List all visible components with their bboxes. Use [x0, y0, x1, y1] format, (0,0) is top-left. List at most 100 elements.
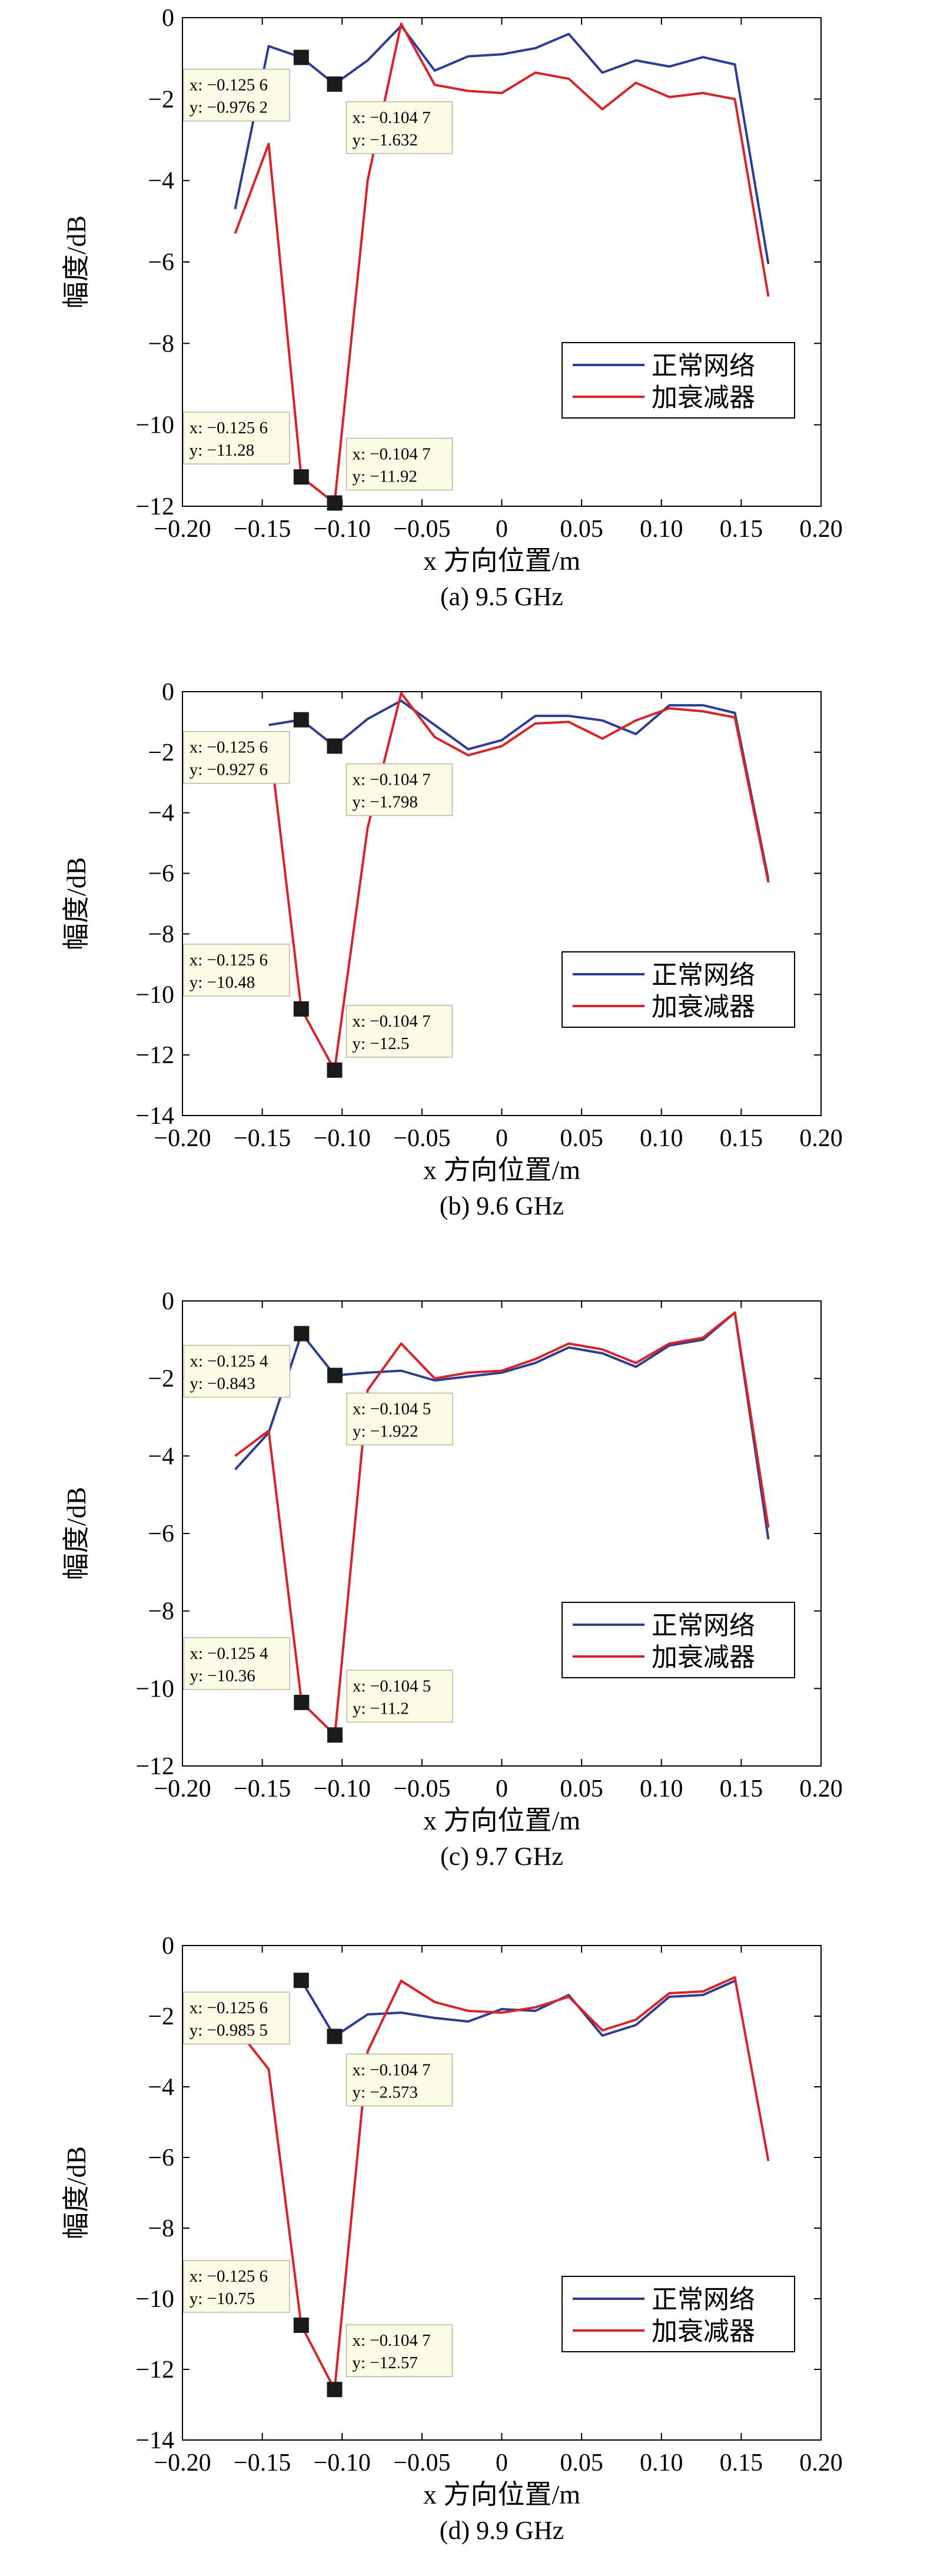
datatip-box [345, 437, 453, 491]
datatip-marker [294, 1695, 310, 1711]
x-tick-label: −0.15 [234, 2449, 291, 2477]
series-line-attenuator [267, 692, 770, 1071]
x-tick-label: 0.20 [799, 1125, 843, 1152]
y-tick-label: −8 [148, 921, 174, 948]
panel-caption: (d) 9.9 GHz [440, 2516, 564, 2545]
datatip: x: −0.104 5 y: −11.2 [327, 1669, 453, 1743]
datatip: x: −0.104 7 y: −1.632 [327, 76, 453, 154]
x-tick-label: −0.05 [393, 1125, 450, 1152]
y-tick-label: −10 [135, 412, 174, 439]
datatip-x: x: −0.125 6 [190, 419, 268, 437]
datatip-y: y: −0.843 [190, 1374, 255, 1393]
y-tick-label: −4 [148, 2074, 174, 2101]
x-tick-label: 0.10 [640, 1775, 683, 1802]
datatip-y: y: −1.798 [353, 792, 418, 811]
datatip: x: −0.104 7 y: −11.92 [327, 437, 453, 511]
datatip-y: y: −0.985 5 [190, 2021, 268, 2040]
y-tick-label: −12 [135, 2356, 174, 2384]
x-tick-label: 0.10 [640, 516, 683, 543]
datatip-box [183, 1345, 291, 1398]
series-line-attenuator [234, 1311, 770, 1737]
x-tick-label: 0.20 [799, 1775, 843, 1802]
legend-label: 加衰减器 [652, 992, 755, 1022]
legend-label: 加衰减器 [652, 1642, 755, 1672]
datatip-box [345, 2053, 453, 2107]
datatip-y: y: −2.573 [353, 2083, 418, 2102]
datatip-box [183, 944, 290, 997]
x-tick-label: 0.10 [640, 1125, 683, 1152]
x-tick-label: −0.20 [154, 1775, 211, 1802]
datatip-marker [327, 2382, 343, 2398]
x-tick-label: 0.05 [560, 516, 603, 543]
datatip-y: y: −11.28 [190, 441, 254, 460]
y-tick-label: −10 [135, 2286, 174, 2313]
datatip-marker [293, 2318, 309, 2333]
x-tick-label: −0.10 [314, 2449, 371, 2477]
legend-box [561, 342, 795, 419]
x-tick-label: 0.15 [720, 1125, 763, 1152]
datatip-x: x: −0.125 6 [190, 2267, 268, 2286]
datatip-marker [293, 1973, 309, 1989]
panel-caption: (a) 9.5 GHz [440, 582, 563, 611]
y-tick-label: −12 [135, 1753, 174, 1780]
datatip: x: −0.125 6 y: −0.985 5 [183, 1973, 309, 2044]
y-tick-label: −2 [148, 86, 174, 113]
datatip: x: −0.104 7 y: −12.5 [327, 1005, 453, 1078]
y-tick-label: 0 [162, 1933, 174, 1960]
datatip-y: y: −10.48 [190, 973, 255, 992]
x-tick-label: −0.10 [314, 516, 371, 543]
x-tick-label: −0.05 [393, 1775, 450, 1802]
x-tick-label: 0.05 [560, 1125, 603, 1152]
x-tick-label: 0.05 [560, 1775, 603, 1802]
y-tick-label: −6 [148, 861, 174, 888]
datatip-y: y: −12.57 [353, 2353, 418, 2372]
datatip-x: x: −0.125 6 [190, 738, 268, 757]
datatip-marker [293, 712, 309, 728]
chart-panel-2: −0.20 −0.15 −0.10 −0.05 0 0.05 0.10 0.15 0.20 0 −2… [61, 679, 843, 1220]
y-tick-label: −6 [148, 1521, 174, 1548]
x-tick-label: −0.15 [234, 1775, 291, 1802]
datatip-x: x: −0.125 6 [190, 1999, 268, 2017]
datatip-y: y: −0.976 2 [190, 98, 268, 117]
datatip-x: x: −0.104 7 [353, 108, 431, 127]
datatip: x: −0.125 6 y: −10.75 [183, 2260, 309, 2333]
datatip-y: y: −10.36 [190, 1667, 255, 1685]
y-tick-label: −2 [148, 739, 174, 766]
x-axis-label: x 方向位置/m [423, 1805, 580, 1835]
y-tick-label: 0 [162, 1288, 174, 1315]
datatip-box [183, 2260, 290, 2313]
datatip-y: y: −10.75 [190, 2289, 255, 2308]
y-tick-label: −10 [135, 981, 174, 1008]
datatip-y: y: −1.632 [353, 131, 418, 150]
legend-box [561, 951, 795, 1028]
x-tick-label: 0 [496, 1775, 508, 1802]
datatip-x: x: −0.125 6 [190, 76, 268, 95]
datatip-box [183, 1991, 290, 2044]
datatip-box [183, 731, 290, 784]
datatip: x: −0.125 6 y: −10.48 [183, 944, 309, 1017]
datatip-box [346, 1392, 453, 1446]
y-tick-label: 0 [162, 5, 174, 32]
x-axis-label: x 方向位置/m [423, 546, 580, 576]
legend-label: 正常网络 [652, 1611, 755, 1641]
datatip-marker [293, 49, 309, 65]
chart-panel-3: −0.20 −0.15 −0.10 −0.05 0 0.05 0.10 0.15 0.20 0 −2… [61, 1288, 843, 1871]
x-tick-label: 0.15 [720, 2449, 763, 2477]
datatip-y: y: −0.927 6 [190, 761, 268, 779]
datatip: x: −0.104 5 y: −1.922 [327, 1367, 453, 1446]
datatip-box [345, 101, 453, 154]
y-tick-label: −8 [148, 1598, 174, 1625]
y-tick-label: 0 [162, 679, 174, 706]
series-line-normal [234, 1311, 770, 1540]
datatip-x: x: −0.125 4 [190, 1644, 268, 1663]
x-tick-label: 0.15 [720, 516, 763, 543]
series-line-normal [268, 699, 770, 880]
datatip-x: x: −0.104 7 [353, 2331, 431, 2350]
datatip-y: y: −11.2 [353, 1699, 409, 1718]
datatip-marker [327, 2029, 343, 2044]
y-tick-label: −10 [135, 1675, 174, 1702]
datatip-x: x: −0.104 7 [353, 2060, 431, 2079]
